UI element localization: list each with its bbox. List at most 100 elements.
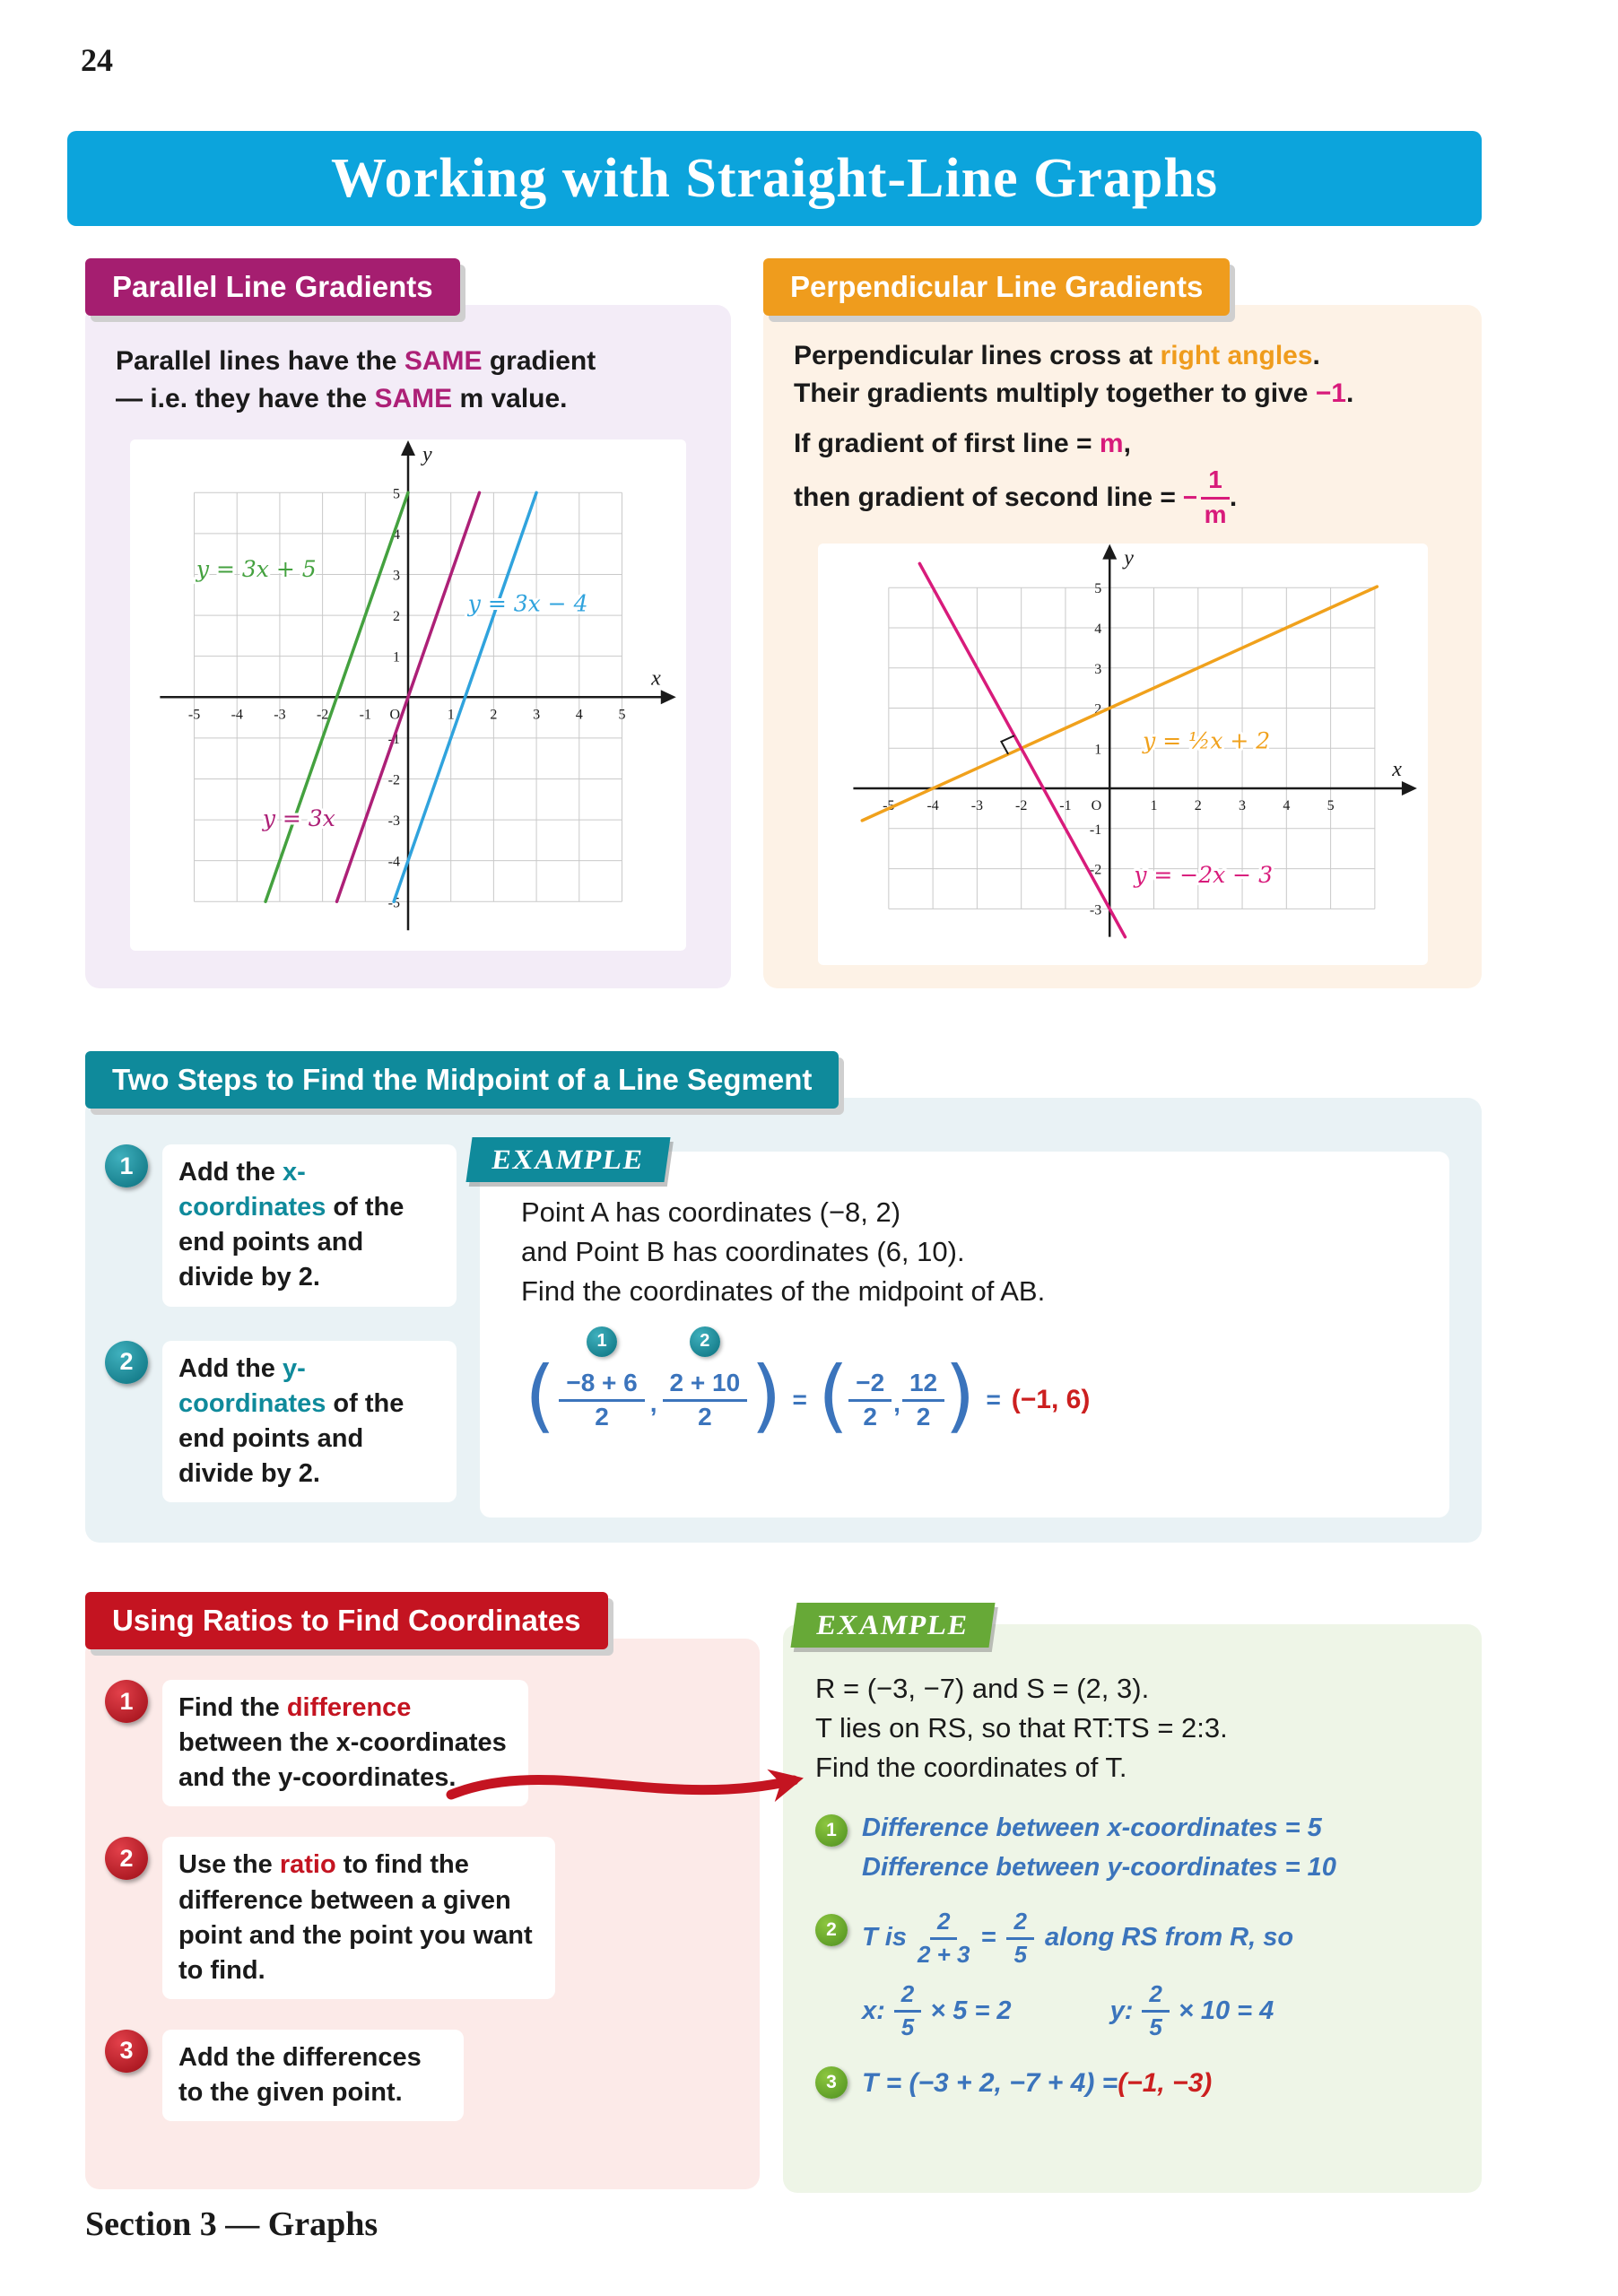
ratios-header-badge: Using Ratios to Find Coordinates <box>85 1592 608 1649</box>
fraction-denominator: 2 + 3 <box>917 1940 970 1968</box>
fraction-numerator: 12 <box>901 1369 945 1403</box>
ratios-step-2-text: Use the ratio to find the difference bet… <box>162 1837 555 1999</box>
fraction-numerator: 2 <box>1142 1981 1170 2013</box>
svg-text:y = 3x + 5: y = 3x + 5 <box>196 556 317 582</box>
svg-text:2: 2 <box>1194 798 1201 813</box>
perpendicular-panel: Perpendicular lines cross at right angle… <box>763 305 1482 988</box>
svg-text:3: 3 <box>1239 798 1246 813</box>
fraction-numerator: 2 <box>893 1981 922 2013</box>
text-segment-highlight: −1 <box>1315 378 1346 408</box>
svg-text:2: 2 <box>1094 701 1101 717</box>
example-line: T lies on RS, so that RT:TS = 2:3. <box>815 1712 1228 1744</box>
svg-text:5: 5 <box>618 707 625 722</box>
svg-text:1: 1 <box>448 707 455 722</box>
pointer-arrow <box>442 1743 810 1830</box>
example-line: Find the coordinates of the midpoint of … <box>521 1275 1046 1308</box>
parallel-panel: Parallel lines have the SAME gradient — … <box>85 305 731 988</box>
svg-text:-2: -2 <box>317 707 328 722</box>
text-segment: Add the <box>178 1353 283 1383</box>
ratios-step-3-text: Add the differences to the given point. <box>162 2029 464 2122</box>
text-segment: of the end points and divide by 2. <box>178 1193 404 1292</box>
step-circle-3: 3 <box>815 2066 848 2100</box>
midpoint-example: EXAMPLE Point A has coordinates (−8, 2) … <box>465 1137 1449 1518</box>
perpendicular-text-line-4: then gradient of second line = − 1 m . <box>794 465 1451 529</box>
text-segment: to find the difference between a given p… <box>178 1850 533 1985</box>
ratios-panel: 1 Find the difference between the x-coor… <box>85 1639 760 2189</box>
text-segment: Add the differences to the given point. <box>178 2042 422 2108</box>
svg-text:-3: -3 <box>970 798 982 813</box>
fraction-numerator: −8 + 6 <box>559 1369 645 1403</box>
midpoint-step-2: 2 Add the y-coordinates of the end point… <box>105 1340 457 1503</box>
text-segment: between the x-coordinates and the y-coor… <box>178 1728 507 1793</box>
svg-text:4: 4 <box>1094 622 1101 637</box>
parallel-text-line-2: — i.e. they have the SAME m value. <box>116 380 700 418</box>
open-paren: ( <box>525 1349 556 1442</box>
svg-text:y = 3x: y = 3x <box>262 805 335 831</box>
ratios-example-column: EXAMPLE R = (−3, −7) and S = (2, 3). T l… <box>783 1603 1482 2193</box>
text-segment-highlight: SAME <box>404 346 483 376</box>
fraction-column: 2 2 + 10 2 <box>662 1326 748 1432</box>
perpendicular-text-line-1: Perpendicular lines cross at right angle… <box>794 337 1451 375</box>
equals-sign: = <box>986 1386 1001 1414</box>
svg-text:y: y <box>1122 546 1134 570</box>
fraction-denominator: 5 <box>1013 1940 1027 1968</box>
svg-text:y = 3x − 4: y = 3x − 4 <box>467 591 588 617</box>
svg-text:-2: -2 <box>1015 798 1027 813</box>
example-step-3: 3 T = (−3 + 2, −7 + 4) = (−1, −3) <box>815 2061 1458 2100</box>
fraction-denominator: 5 <box>900 2013 915 2040</box>
fraction-denominator: 2 <box>863 1403 877 1431</box>
step-circle-1: 1 <box>815 1814 848 1848</box>
text-segment: Their gradients multiply together to giv… <box>794 378 1316 408</box>
svg-text:5: 5 <box>1094 581 1101 596</box>
text-segment-highlight: ratio <box>279 1850 336 1880</box>
svg-text:-1: -1 <box>360 707 371 722</box>
fraction: 2 + 10 2 <box>662 1369 748 1432</box>
formula-step-circle-1: 1 <box>587 1326 618 1357</box>
perpendicular-column: Perpendicular Line Gradients Perpendicul… <box>763 258 1482 988</box>
step-circle-3: 3 <box>105 2029 148 2073</box>
example-step-1-text: Difference between x-coordinates = 5 Dif… <box>862 1809 1336 1887</box>
text-segment: then gradient of second line = <box>794 482 1176 512</box>
text-segment: . <box>1229 482 1238 512</box>
svg-text:3: 3 <box>393 568 400 583</box>
x-label: x: <box>862 1996 885 2025</box>
fraction-denominator: 5 <box>1149 2013 1162 2040</box>
text-segment: Find the <box>178 1693 287 1722</box>
midpoint-section: Two Steps to Find the Midpoint of a Line… <box>85 1051 1482 1543</box>
difference-x-line: Difference between x-coordinates = 5 <box>862 1813 1322 1843</box>
ratios-column: Using Ratios to Find Coordinates 1 Find … <box>85 1592 760 2193</box>
fraction: −2 2 <box>848 1369 892 1432</box>
step-circle-2: 2 <box>105 1340 148 1384</box>
example-step-1: 1 Difference between x-coordinates = 5 D… <box>815 1809 1458 1887</box>
text-segment-highlight: y-coordinates <box>178 1353 326 1418</box>
text-segment: × 10 = 4 <box>1178 1996 1274 2025</box>
fraction-numerator: −2 <box>848 1369 892 1403</box>
svg-text:5: 5 <box>1327 798 1334 813</box>
example-line: Point A has coordinates (−8, 2) <box>521 1196 901 1228</box>
perpendicular-text-line-2: Their gradients multiply together to giv… <box>794 375 1451 413</box>
step-circle-2: 2 <box>815 1914 848 1947</box>
midpoint-header-badge: Two Steps to Find the Midpoint of a Line… <box>85 1051 839 1109</box>
svg-text:-2: -2 <box>388 772 400 787</box>
comma: , <box>893 1388 900 1417</box>
svg-text:-3: -3 <box>1089 902 1100 918</box>
fraction-sign: − <box>1182 483 1198 512</box>
text-segment: Parallel lines have the <box>116 346 404 376</box>
svg-text:2: 2 <box>393 609 400 624</box>
ratios-step-2: 2 Use the ratio to find the difference b… <box>105 1837 724 1999</box>
ratios-section: Using Ratios to Find Coordinates 1 Find … <box>85 1592 1482 2193</box>
fraction-numerator: 2 <box>1006 1909 1034 1940</box>
fraction-numerator: 2 <box>930 1909 958 1940</box>
text-segment-highlight: x-coordinates <box>178 1158 326 1222</box>
step-circle-1: 1 <box>105 1680 148 1723</box>
svg-text:-3: -3 <box>274 707 285 722</box>
midpoint-result: (−1, 6) <box>1011 1385 1091 1415</box>
